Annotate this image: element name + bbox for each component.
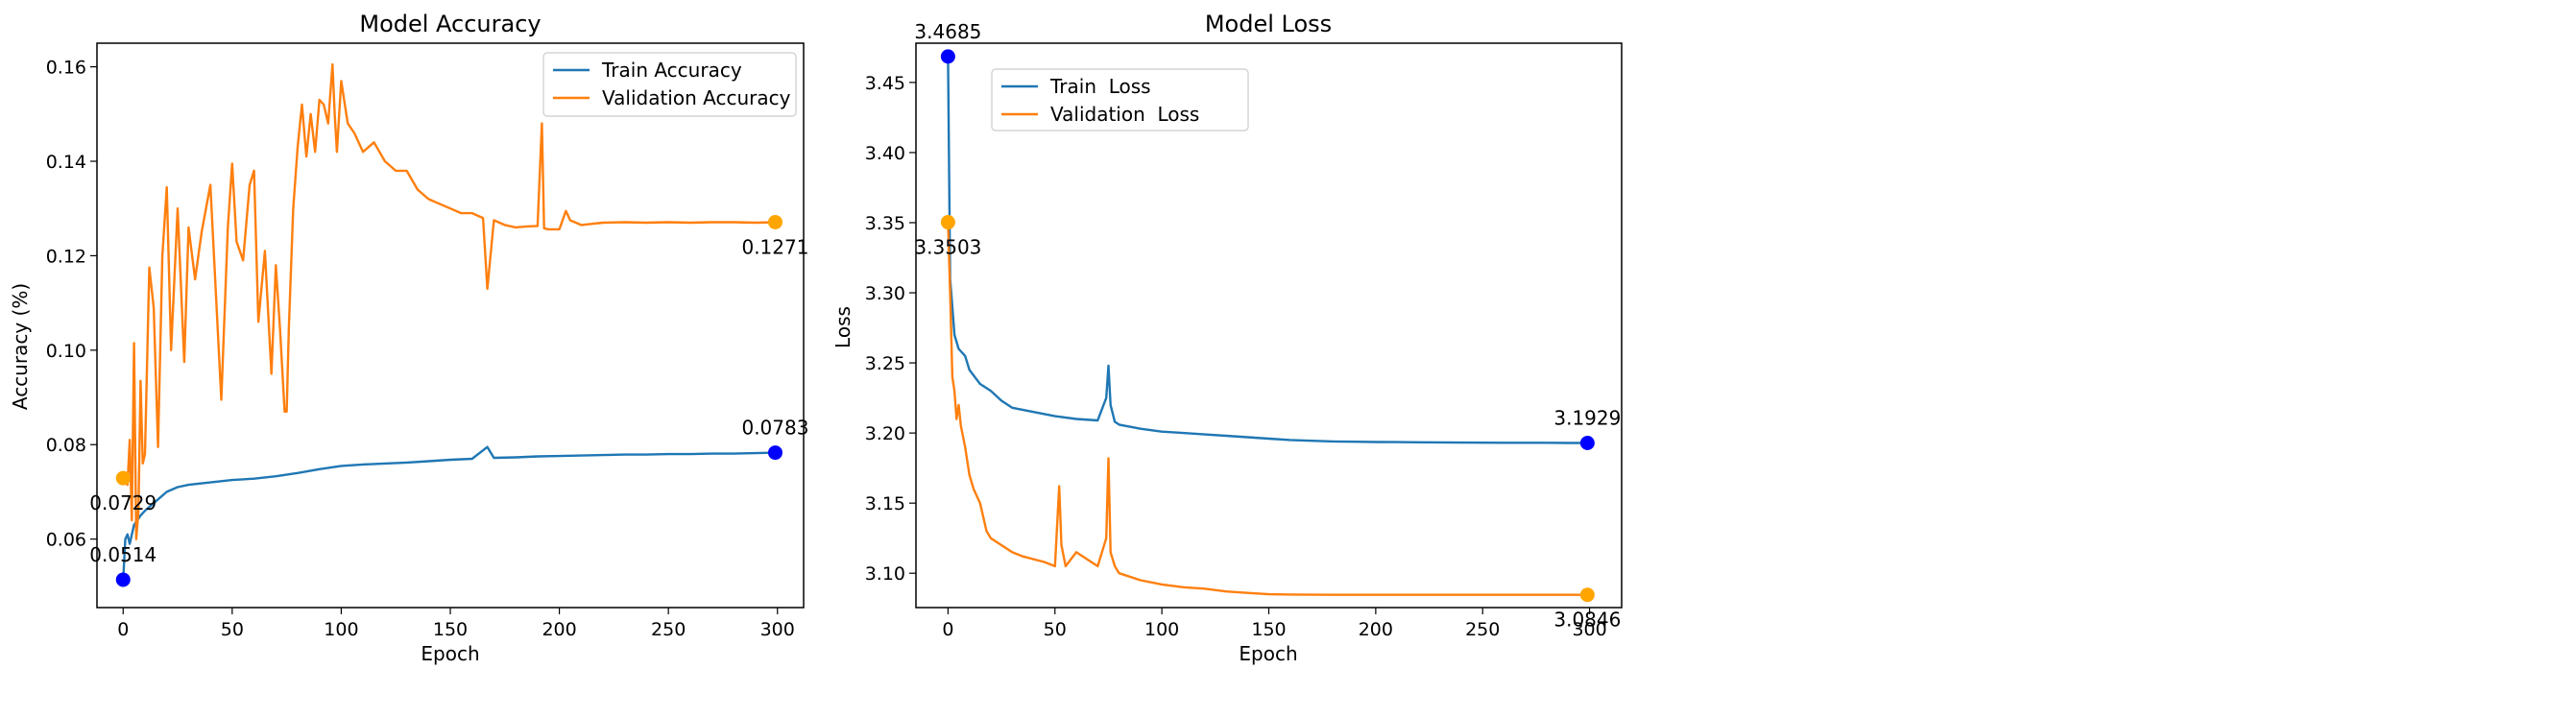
legend: Train Loss Validation Loss <box>991 68 1249 131</box>
y-tick-label: 0.10 <box>46 341 86 362</box>
y-tick-label: 0.06 <box>46 530 86 551</box>
annotation-marker <box>767 445 782 461</box>
x-tick-label: 250 <box>1465 619 1500 640</box>
series-group <box>947 56 1588 596</box>
y-tick-label: 0.12 <box>46 246 86 267</box>
legend-label: Train Loss <box>1049 75 1151 98</box>
x-axis-label: Epoch <box>1239 642 1297 665</box>
accuracy-chart: Model Accuracy Epoch Accuracy (%) 0 50 100… <box>9 11 808 665</box>
annotation-marker <box>767 214 782 229</box>
x-tick-label: 200 <box>1359 619 1393 640</box>
x-tick-label: 150 <box>433 619 468 640</box>
chart-title: Model Accuracy <box>359 11 541 37</box>
annotation-label: 3.1929 <box>1553 406 1621 429</box>
ticks-group: 0 50 100 150 200 250 300 0.06 0.08 0.10 0.12 0.14 0.… <box>46 58 795 640</box>
annotation-label: 0.0783 <box>741 417 808 440</box>
loss-chart: Model Loss Epoch Loss 0 50 100 150 200 250 300… <box>831 11 1623 665</box>
x-tick-label: 0 <box>942 619 953 640</box>
y-axis-label: Accuracy (%) <box>9 283 32 410</box>
annotation-label: 0.1271 <box>741 235 808 258</box>
y-tick-label: 3.45 <box>865 73 905 94</box>
markers-group <box>940 49 1595 603</box>
y-tick-label: 0.08 <box>46 435 86 456</box>
annotation-marker <box>940 215 955 230</box>
y-tick-label: 3.10 <box>865 563 905 585</box>
series-line-train <box>122 445 776 581</box>
y-tick-label: 3.40 <box>865 143 905 164</box>
series-line-validation <box>122 62 776 540</box>
y-tick-label: 3.25 <box>865 353 905 374</box>
annotations-group: 0.0514 0.0729 0.0783 0.1271 <box>89 235 808 565</box>
y-tick-label: 3.30 <box>865 283 905 304</box>
legend: Train Accuracy Validation Accuracy <box>542 52 797 117</box>
series-group <box>122 62 776 581</box>
x-tick-label: 150 <box>1251 619 1286 640</box>
legend-label: Train Accuracy <box>601 59 742 82</box>
x-axis-label: Epoch <box>421 642 479 665</box>
annotation-label: 0.0729 <box>89 491 156 514</box>
annotation-label: 0.0514 <box>89 543 156 566</box>
annotation-marker <box>940 49 955 64</box>
x-tick-label: 200 <box>542 619 576 640</box>
y-tick-label: 3.35 <box>865 213 905 234</box>
annotation-label: 3.4685 <box>914 20 981 43</box>
series-line-validation <box>947 222 1588 596</box>
legend-label: Validation Accuracy <box>602 86 791 109</box>
x-tick-label: 300 <box>760 619 795 640</box>
ticks-group: 0 50 100 150 200 250 300 3.10 3.15 3.20 3.25 3.30 3.… <box>865 73 1607 640</box>
annotation-marker <box>115 470 131 486</box>
annotation-marker <box>115 572 131 587</box>
x-tick-label: 0 <box>117 619 129 640</box>
plot-frame <box>915 42 1623 609</box>
annotations-group: 3.4685 3.3503 3.1929 3.0846 <box>914 20 1621 632</box>
annotation-label: 3.3503 <box>914 236 981 259</box>
annotation-marker <box>1579 435 1595 450</box>
annotation-marker <box>1579 587 1595 603</box>
legend-label: Validation Loss <box>1050 103 1199 126</box>
x-tick-label: 50 <box>1044 619 1067 640</box>
markers-group <box>115 214 782 587</box>
series-line-train <box>947 56 1588 444</box>
plot-frame <box>96 42 805 609</box>
legend-box <box>991 68 1249 131</box>
y-tick-label: 3.15 <box>865 493 905 514</box>
x-tick-label: 250 <box>651 619 686 640</box>
x-tick-label: 50 <box>221 619 244 640</box>
x-tick-label: 300 <box>1572 619 1606 640</box>
y-axis-label: Loss <box>831 306 855 348</box>
annotation-label: 3.0846 <box>1553 609 1621 632</box>
x-tick-label: 100 <box>1144 619 1179 640</box>
chart-title: Model Loss <box>1205 11 1332 37</box>
y-tick-label: 0.16 <box>46 58 86 79</box>
y-tick-label: 0.14 <box>46 152 86 173</box>
x-tick-label: 100 <box>324 619 358 640</box>
legend-box <box>542 52 797 117</box>
y-tick-label: 3.20 <box>865 423 905 444</box>
